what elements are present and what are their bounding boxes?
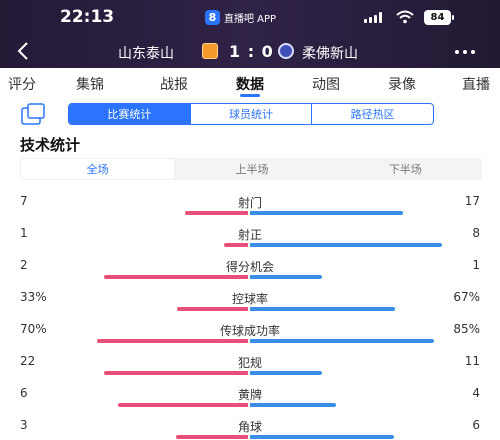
- battery-icon: 84: [424, 10, 454, 25]
- stat-label: 控球率: [231, 292, 268, 306]
- status-bar: 22:13 8 直播吧 APP 84: [0, 0, 500, 32]
- stat-label: 得分机会: [225, 260, 274, 274]
- stat-row: 2 得分机会 1: [0, 258, 500, 288]
- stat-row: 1 射正 8: [0, 226, 500, 256]
- home-team-name[interactable]: 山东泰山: [118, 46, 174, 62]
- stat-away-value: 1: [472, 258, 480, 272]
- match-header: 山东泰山 1 : 0 柔佛新山: [0, 36, 500, 66]
- stat-home-bar: [104, 371, 248, 375]
- stat-home-bar: [224, 243, 248, 247]
- stat-away-bar: [250, 371, 322, 375]
- stat-home-value: 3: [20, 418, 28, 432]
- stat-label: 射门: [237, 196, 262, 210]
- stat-away-bar: [250, 435, 394, 439]
- stat-row: 3 角球 6: [0, 418, 500, 440]
- view-segment-control: 比赛统计 球员统计 路径热区: [68, 103, 434, 125]
- app-indicator: 8 直播吧 APP: [205, 9, 276, 26]
- stat-label: 犯规: [237, 356, 262, 370]
- stat-row: 70% 传球成功率 85%: [0, 322, 500, 352]
- signal-icon: [364, 12, 382, 23]
- stat-away-value: 17: [464, 194, 480, 208]
- stat-label: 射正: [237, 228, 262, 242]
- tab-replay[interactable]: 录像: [388, 77, 416, 93]
- tab-gifs[interactable]: 动图: [312, 77, 340, 93]
- stat-away-bar: [250, 243, 442, 247]
- tab-data[interactable]: 数据: [236, 77, 264, 93]
- tab-report[interactable]: 战报: [160, 77, 188, 93]
- stat-home-value: 70%: [20, 322, 47, 336]
- period-full-match[interactable]: 全场: [20, 158, 176, 180]
- stat-away-value: 6: [472, 418, 480, 432]
- app-name: 直播吧 APP: [224, 14, 277, 25]
- stat-home-value: 7: [20, 194, 28, 208]
- stat-home-value: 22: [20, 354, 36, 368]
- stat-home-value: 2: [20, 258, 28, 272]
- wifi-icon: [396, 10, 414, 24]
- section-title: 技术统计: [20, 136, 81, 154]
- stat-home-bar: [177, 307, 248, 311]
- header-background: [0, 0, 500, 68]
- stat-label: 黄牌: [237, 388, 262, 402]
- stat-away-value: 11: [464, 354, 480, 368]
- view-heatmap[interactable]: 路径热区: [311, 104, 433, 124]
- stat-away-bar: [250, 211, 403, 215]
- stat-row: 22 犯规 11: [0, 354, 500, 384]
- stat-row: 6 黄牌 4: [0, 386, 500, 416]
- match-tabs: 评分 集锦 战报 数据 动图 录像 直播: [0, 68, 500, 98]
- more-options-icon[interactable]: [455, 50, 475, 54]
- stat-away-value: 67%: [453, 290, 480, 304]
- stat-away-value: 4: [472, 386, 480, 400]
- stat-away-bar: [250, 339, 434, 343]
- view-player-stats[interactable]: 球员统计: [189, 104, 312, 124]
- stat-home-bar: [97, 339, 248, 343]
- tab-live[interactable]: 直播: [462, 77, 490, 93]
- stat-home-bar: [185, 211, 248, 215]
- stat-home-value: 1: [20, 226, 28, 240]
- period-second-half[interactable]: 下半场: [388, 163, 422, 176]
- layout-toggle-icon[interactable]: [20, 102, 46, 126]
- stat-label: 角球: [237, 420, 262, 434]
- stat-away-bar: [250, 403, 336, 407]
- stat-away-bar: [250, 275, 322, 279]
- view-selector-row: 比赛统计 球员统计 路径热区: [0, 100, 500, 130]
- app-logo-icon: 8: [205, 10, 220, 25]
- stat-row: 7 射门 17: [0, 194, 500, 224]
- stat-away-value: 85%: [453, 322, 480, 336]
- stat-row: 33% 控球率 67%: [0, 290, 500, 320]
- stat-away-bar: [250, 307, 395, 311]
- stat-label: 传球成功率: [219, 324, 280, 338]
- home-team-crest-icon[interactable]: [202, 43, 218, 59]
- stat-home-bar: [104, 275, 248, 279]
- period-first-half[interactable]: 上半场: [235, 163, 269, 176]
- tab-highlights[interactable]: 集锦: [76, 77, 104, 93]
- active-tab-indicator: [240, 94, 260, 97]
- stat-home-value: 33%: [20, 290, 47, 304]
- tab-ratings[interactable]: 评分: [8, 77, 36, 93]
- stat-away-value: 8: [472, 226, 480, 240]
- stat-home-bar: [118, 403, 248, 407]
- period-tabs: 全场 上半场 下半场: [20, 158, 482, 180]
- stat-home-bar: [176, 435, 248, 439]
- away-team-name[interactable]: 柔佛新山: [302, 46, 358, 62]
- match-score: 1 : 0: [229, 42, 274, 61]
- back-arrow-icon[interactable]: [16, 41, 30, 61]
- away-team-crest-icon[interactable]: [278, 43, 294, 59]
- clock: 22:13: [60, 7, 115, 27]
- stat-home-value: 6: [20, 386, 28, 400]
- view-match-stats[interactable]: 比赛统计: [69, 104, 190, 124]
